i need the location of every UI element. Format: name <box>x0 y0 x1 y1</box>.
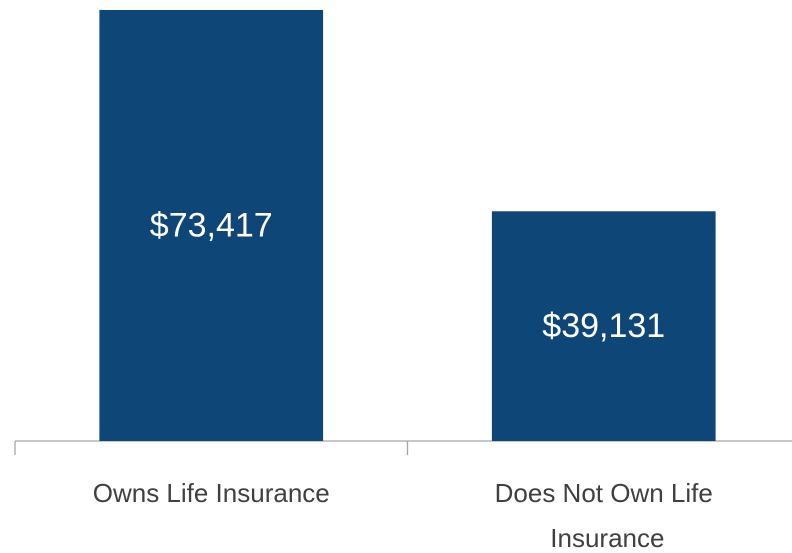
x-tick-label-line: Insurance <box>543 523 664 553</box>
x-tick-label-line: Does Not Own Life <box>495 478 713 508</box>
bar <box>99 10 324 441</box>
data-label: $73,417 <box>150 206 273 244</box>
data-label: $39,131 <box>542 307 665 345</box>
x-tick-label: Owns Life Insurance <box>93 478 330 508</box>
bar <box>491 211 716 441</box>
x-tick-label: Does Not Own Life Insurance <box>495 478 713 553</box>
